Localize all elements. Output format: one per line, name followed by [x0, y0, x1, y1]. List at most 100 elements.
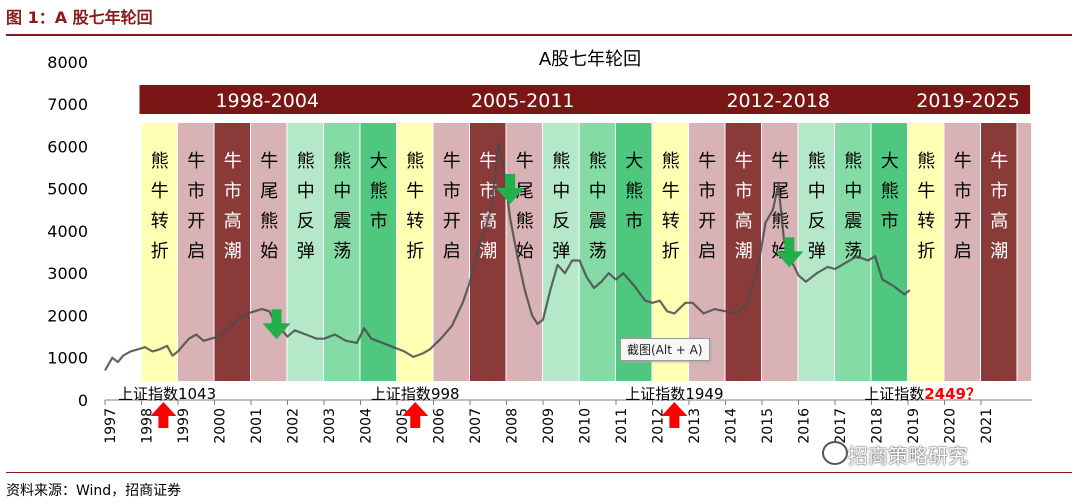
phase-band — [433, 123, 469, 381]
phase-label-char: 中 — [333, 181, 351, 202]
up-arrow-icon — [661, 402, 688, 428]
phase-label-char: 潮 — [224, 241, 242, 262]
phase-label-char: 熊 — [917, 151, 935, 172]
phase-label-char: 牛 — [735, 151, 753, 172]
phase-label-char: 牛 — [771, 151, 789, 172]
phase-band — [397, 123, 433, 381]
cycle-header-label: 2019-2025 — [916, 90, 1020, 112]
phase-label-char: 始 — [516, 241, 534, 262]
phase-label-char: 转 — [151, 211, 169, 232]
index-label: 上证指数2449？ — [864, 385, 981, 403]
phase-label-char: 始 — [260, 241, 278, 262]
phase-band — [981, 123, 1017, 381]
x-tick-label: 2008 — [505, 408, 521, 444]
cycle-header-label: 2012-2018 — [726, 90, 830, 112]
phase-label-char: 市 — [224, 181, 242, 202]
phase-band — [835, 123, 871, 381]
chart-title: A股七年轮回 — [539, 49, 641, 70]
down-arrow-icon — [775, 237, 804, 268]
index-label-value: 2449？ — [924, 385, 981, 403]
phase-band — [251, 123, 287, 381]
phase-band — [944, 123, 980, 381]
x-tick-label: 2017 — [833, 408, 849, 444]
cycle-header — [395, 85, 651, 114]
phase-label-char: 转 — [917, 211, 935, 232]
phase-band — [178, 123, 214, 381]
cycle-headers: 1998-2004 2005-2011 2012-2018 2019-2025 — [139, 85, 1031, 114]
phase-label-char: 荡 — [333, 241, 351, 262]
watermark-text: 招商策略研究 — [848, 444, 968, 468]
x-tick-label: 2018 — [870, 408, 886, 444]
phase-label-char: 熊 — [662, 151, 680, 172]
phase-label-char: 熊 — [333, 151, 351, 172]
x-tick-label: 2015 — [760, 408, 776, 444]
phase-label-char: 尾 — [260, 181, 278, 202]
x-tick-label: 2001 — [249, 408, 265, 444]
phase-label-char: 开 — [698, 211, 716, 232]
cycle-header — [906, 85, 1031, 114]
phase-label-char: 中 — [589, 181, 607, 202]
y-tick-label: 4000 — [47, 222, 88, 241]
phase-label-char: 反 — [552, 211, 570, 232]
x-tick-label: 2012 — [651, 408, 667, 444]
phase-label-char: 市 — [881, 211, 899, 232]
index-label-prefix: 上证指数 — [118, 385, 178, 403]
y-tick-label: 3000 — [47, 264, 88, 283]
phase-band — [1017, 123, 1032, 381]
phase-label-char: 市 — [698, 181, 716, 202]
screenshot-tooltip: 截图(Alt + A) — [620, 338, 710, 361]
index-label-prefix: 上证指数 — [864, 385, 924, 403]
phase-label-char: 转 — [662, 211, 680, 232]
phase-label-char: 牛 — [151, 181, 169, 202]
y-tick-label: 7000 — [47, 95, 88, 114]
phase-band — [470, 123, 506, 381]
x-tick-label: 2016 — [797, 408, 813, 444]
axes: 0 1000 2000 3000 4000 5000 6000 7000 8000 1997 199… — [47, 53, 1033, 444]
phase-label-char: 熊 — [370, 181, 388, 202]
phase-label-char: 高 — [735, 211, 753, 232]
phase-label-char: 熊 — [625, 181, 643, 202]
phase-label-char: 市 — [625, 211, 643, 232]
phase-band — [141, 123, 177, 381]
phase-label-char: 熊 — [881, 181, 899, 202]
phase-label-char: 反 — [297, 211, 315, 232]
phase-band — [798, 123, 834, 381]
up-arrow-icon — [402, 402, 429, 428]
phase-label-char: 中 — [552, 181, 570, 202]
phase-label-char: 启 — [187, 241, 205, 262]
phase-label-char: 中 — [808, 181, 826, 202]
phase-label-char: 牛 — [260, 151, 278, 172]
phase-label-char: 熊 — [844, 151, 862, 172]
phase-label-char: 牛 — [479, 151, 497, 172]
phase-label-char: 中 — [844, 181, 862, 202]
x-tick-label: 2021 — [979, 408, 995, 444]
phase-label-char: 牛 — [443, 151, 461, 172]
x-tick-label: 2011 — [614, 408, 630, 444]
phase-band — [579, 123, 615, 381]
x-tick-label: 2007 — [468, 408, 484, 444]
phase-label-char: 弹 — [552, 241, 570, 262]
index-label-value: 1043 — [178, 385, 216, 403]
cycle-header — [650, 85, 906, 114]
x-tick-label: 2010 — [578, 408, 594, 444]
phase-label-char: 启 — [443, 241, 461, 262]
y-tick-label: 8000 — [47, 53, 88, 72]
down-arrow-icon — [262, 309, 291, 340]
phase-label-char: 熊 — [297, 151, 315, 172]
phase-label-char: 大 — [625, 151, 643, 172]
wechat-icon — [822, 441, 848, 465]
phase-label-char: 市 — [443, 181, 461, 202]
phase-label-char: 市 — [370, 211, 388, 232]
phase-label-char: 牛 — [990, 151, 1008, 172]
phase-label-char: 启 — [698, 241, 716, 262]
index-line — [104, 141, 911, 371]
index-label: 上证指数1949 — [625, 385, 723, 403]
phase-label-char: 熊 — [552, 151, 570, 172]
phase-label-char: 牛 — [662, 181, 680, 202]
phase-label-char: 牛 — [406, 181, 424, 202]
x-tick-label: 2005 — [395, 408, 411, 444]
index-label-prefix: 上证指数 — [625, 385, 685, 403]
index-label: 上证指数998 — [371, 385, 460, 403]
y-tick-label: 0 — [78, 391, 88, 410]
x-tick-label: 2020 — [943, 408, 959, 444]
